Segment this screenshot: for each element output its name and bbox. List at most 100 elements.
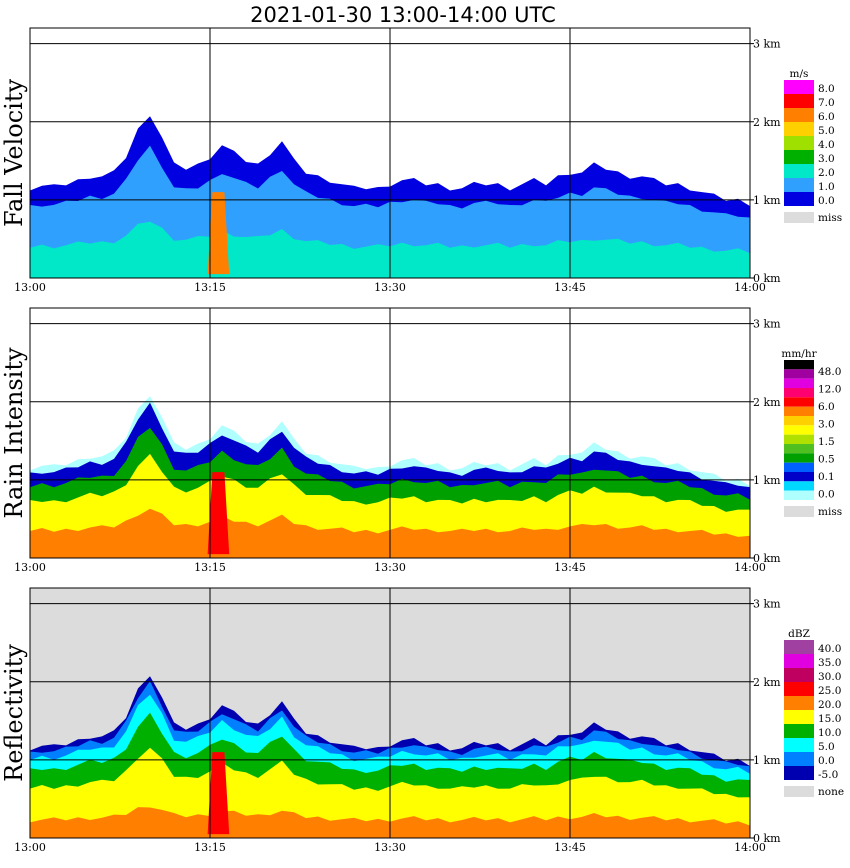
y-axis-title: Fall Velocity bbox=[0, 79, 28, 228]
plot-frame bbox=[29, 307, 751, 559]
colorbar-label: 0.1 bbox=[818, 471, 835, 483]
colorbar-label: 6.0 bbox=[818, 111, 835, 123]
colorbar-swatch bbox=[784, 654, 814, 668]
colorbar-label: 20.0 bbox=[818, 699, 841, 711]
colorbar-swatch bbox=[784, 668, 814, 682]
colorbar-swatch bbox=[784, 481, 814, 491]
plot-frame bbox=[29, 27, 751, 279]
convective-core bbox=[207, 192, 230, 275]
colorbar-swatch bbox=[784, 640, 814, 654]
y-tick-label: 1 km bbox=[753, 754, 781, 767]
y-axis-title: Rain Intensity bbox=[0, 347, 28, 519]
colorbar-unit: m/s bbox=[790, 68, 809, 80]
y-tick-label: 0 km bbox=[753, 272, 781, 285]
colorbar-swatch bbox=[784, 108, 814, 122]
y-tick-label: 2 km bbox=[753, 116, 781, 129]
colorbar-swatch bbox=[784, 453, 814, 463]
colorbar-swatch bbox=[784, 696, 814, 710]
x-tick-label: 13:45 bbox=[554, 561, 586, 574]
colorbar-swatch bbox=[784, 490, 814, 500]
colorbar-label: 3.0 bbox=[818, 418, 835, 430]
y-tick-label: 2 km bbox=[753, 396, 781, 409]
x-tick-label: 13:15 bbox=[194, 841, 226, 854]
colorbar-swatch bbox=[784, 425, 814, 435]
colorbar-swatch bbox=[784, 724, 814, 738]
y-tick-label: 3 km bbox=[753, 38, 781, 51]
colorbar-label: 7.0 bbox=[818, 97, 835, 109]
colorbar-label: 2.0 bbox=[818, 167, 835, 179]
y-tick-label: 3 km bbox=[753, 598, 781, 611]
x-tick-label: 13:45 bbox=[554, 281, 586, 294]
x-tick-label: 13:30 bbox=[374, 281, 406, 294]
colorbar-label: 10.0 bbox=[818, 727, 841, 739]
colorbar-label: 6.0 bbox=[818, 401, 835, 413]
colorbar-swatch bbox=[784, 710, 814, 724]
colorbar-label: 0.0 bbox=[818, 755, 835, 767]
colorbar-swatch bbox=[784, 752, 814, 766]
x-tick-label: 13:45 bbox=[554, 841, 586, 854]
colorbar-unit: mm/hr bbox=[781, 348, 817, 360]
colorbar-label: 12.0 bbox=[818, 383, 841, 395]
plot-frame bbox=[29, 587, 751, 839]
figure-title: 2021-01-30 13:00-14:00 UTC bbox=[250, 3, 556, 27]
colorbar-missing-label: miss bbox=[818, 212, 842, 224]
y-tick-label: 2 km bbox=[753, 676, 781, 689]
colorbar-missing-label: none bbox=[818, 786, 844, 798]
colorbar-missing-swatch bbox=[784, 506, 814, 517]
x-tick-label: 13:00 bbox=[14, 841, 46, 854]
colorbar-label: 0.5 bbox=[818, 453, 835, 465]
convective-core bbox=[207, 752, 230, 835]
colorbar-swatch bbox=[784, 94, 814, 108]
colorbar-swatch bbox=[784, 360, 814, 370]
colorbar-swatch bbox=[784, 80, 814, 94]
colorbar-label: 3.0 bbox=[818, 153, 835, 165]
x-tick-label: 13:15 bbox=[194, 281, 226, 294]
panel-reflectivity: 13:00 13:15 13:30 13:45 14:000 km 1 km 2 km 3 k… bbox=[0, 587, 844, 854]
colorbar-label: 1.5 bbox=[818, 436, 835, 448]
y-tick-label: 1 km bbox=[753, 474, 781, 487]
colorbar-label: 5.0 bbox=[818, 125, 835, 137]
colorbar-label: 5.0 bbox=[818, 741, 835, 753]
colorbar-swatch bbox=[784, 388, 814, 398]
convective-core bbox=[207, 472, 230, 555]
x-tick-label: 14:00 bbox=[734, 281, 766, 294]
colorbar-swatch bbox=[784, 378, 814, 388]
colorbar-swatch bbox=[784, 406, 814, 416]
x-tick-label: 14:00 bbox=[734, 841, 766, 854]
x-tick-label: 13:00 bbox=[14, 561, 46, 574]
colorbar-label: 15.0 bbox=[818, 713, 841, 725]
colorbar-label: 30.0 bbox=[818, 671, 841, 683]
colorbar-swatch bbox=[784, 434, 814, 444]
y-tick-label: 0 km bbox=[753, 552, 781, 565]
colorbar-label: 35.0 bbox=[818, 657, 841, 669]
y-tick-label: 1 km bbox=[753, 194, 781, 207]
colorbar-label: 48.0 bbox=[818, 366, 841, 378]
colorbar-swatch bbox=[784, 369, 814, 379]
colorbar-swatch bbox=[784, 462, 814, 472]
panel-rain-intensity: 13:00 13:15 13:30 13:45 14:000 km 1 km 2 km 3 k… bbox=[0, 307, 842, 574]
x-tick-label: 13:15 bbox=[194, 561, 226, 574]
colorbar-missing-swatch bbox=[784, 212, 814, 223]
colorbar-label: -5.0 bbox=[818, 769, 838, 781]
colorbar-label: 0.0 bbox=[818, 488, 835, 500]
y-tick-label: 3 km bbox=[753, 318, 781, 331]
colorbar-swatch bbox=[784, 682, 814, 696]
colorbar-unit: dBZ bbox=[788, 628, 810, 640]
colorbar-swatch bbox=[784, 397, 814, 407]
y-axis-title: Reflectivity bbox=[0, 644, 28, 782]
colorbar-swatch bbox=[784, 178, 814, 192]
colorbar-swatch bbox=[784, 136, 814, 150]
y-tick-label: 0 km bbox=[753, 832, 781, 845]
colorbar-label: 8.0 bbox=[818, 83, 835, 95]
colorbar-swatch bbox=[784, 766, 814, 780]
colorbar-missing-swatch bbox=[784, 786, 814, 797]
colorbar-label: 0.0 bbox=[818, 195, 835, 207]
x-tick-label: 13:00 bbox=[14, 281, 46, 294]
x-tick-label: 13:30 bbox=[374, 841, 406, 854]
colorbar-swatch bbox=[784, 122, 814, 136]
colorbar-missing-label: miss bbox=[818, 506, 842, 518]
x-tick-label: 13:30 bbox=[374, 561, 406, 574]
colorbar-swatch bbox=[784, 192, 814, 206]
colorbar-swatch bbox=[784, 444, 814, 454]
colorbar-swatch bbox=[784, 738, 814, 752]
